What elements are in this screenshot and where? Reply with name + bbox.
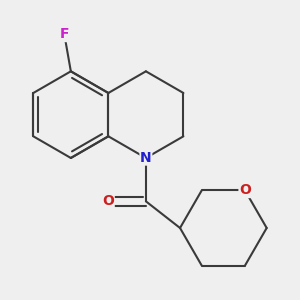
Text: F: F bbox=[60, 28, 69, 41]
Text: O: O bbox=[239, 184, 251, 197]
Text: O: O bbox=[102, 194, 114, 208]
Text: N: N bbox=[140, 151, 152, 165]
